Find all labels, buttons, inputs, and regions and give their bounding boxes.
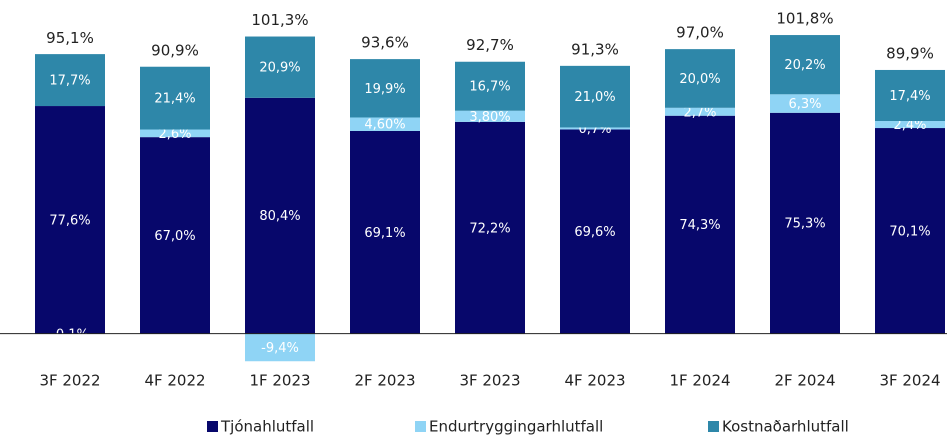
value-label: 20,9%: [259, 61, 300, 76]
total-label: 97,0%: [676, 24, 724, 42]
bar-segment: [245, 97, 315, 334]
x-tick-label: 3F 2022: [39, 372, 100, 390]
legend-label: Endurtryggingarhlutfall: [429, 418, 603, 435]
value-label: 72,2%: [469, 221, 510, 236]
bar-segment: [140, 129, 210, 138]
value-label: 77,6%: [49, 213, 90, 228]
value-label: 17,4%: [889, 89, 930, 104]
legend-swatch: [415, 421, 426, 432]
value-label: 20,2%: [784, 58, 825, 73]
value-label: 16,7%: [469, 80, 510, 95]
bar-segment: [245, 333, 315, 362]
bar-segment: [350, 59, 420, 118]
x-tick-label: 3F 2023: [459, 372, 520, 390]
value-label: 69,6%: [574, 225, 615, 240]
total-label: 89,9%: [886, 44, 934, 62]
total-label: 92,7%: [466, 36, 514, 54]
legend-label: Tjónahlutfall: [220, 418, 314, 435]
value-label: 3,80%: [469, 110, 510, 125]
x-tick-label: 2F 2023: [354, 372, 415, 390]
bar-segment: [875, 69, 945, 121]
value-label: 2,6%: [158, 127, 191, 142]
bar-segment: [560, 127, 630, 130]
total-label: 95,1%: [46, 29, 94, 47]
legend-swatch: [207, 421, 218, 432]
value-label: 70,1%: [889, 224, 930, 239]
bar-segment: [665, 49, 735, 108]
bar-segment: [560, 129, 630, 334]
value-label: -9,4%: [261, 341, 299, 356]
bar-segment: [35, 106, 105, 334]
x-tick-label: 4F 2023: [564, 372, 625, 390]
x-tick-label: 1F 2024: [669, 372, 730, 390]
value-label: 74,3%: [679, 218, 720, 233]
total-label: 93,6%: [361, 34, 409, 52]
legend-label: Kostnaðarhlutfall: [722, 418, 849, 435]
value-label: 2,7%: [683, 105, 716, 120]
value-label: 21,0%: [574, 90, 615, 105]
bar-segment: [455, 61, 525, 111]
bar-segment: [665, 107, 735, 116]
value-label: 21,4%: [154, 92, 195, 107]
bar-segment: [140, 66, 210, 130]
total-label: 101,8%: [776, 10, 833, 28]
bar-segment: [770, 94, 840, 113]
value-label: 69,1%: [364, 226, 405, 241]
bar-segment: [560, 65, 630, 128]
bar-segment: [350, 117, 420, 131]
value-label: 19,9%: [364, 82, 405, 97]
bar-segment: [35, 54, 105, 107]
bar-segment: [350, 130, 420, 334]
bar-segment: [455, 121, 525, 334]
x-tick-label: 3F 2024: [879, 372, 940, 390]
value-label: 6,3%: [788, 97, 821, 112]
x-tick-label: 4F 2022: [144, 372, 205, 390]
value-label: 80,4%: [259, 209, 300, 224]
bar-segment: [875, 128, 945, 334]
bar-segment: [140, 137, 210, 334]
value-label: 67,0%: [154, 229, 195, 244]
x-tick-label: 2F 2024: [774, 372, 835, 390]
bar-segment: [455, 110, 525, 122]
bar-segment: [770, 35, 840, 95]
value-label: -0,1%: [51, 327, 89, 342]
value-label: 17,7%: [49, 74, 90, 89]
value-label: 75,3%: [784, 217, 825, 232]
legend-swatch: [708, 421, 719, 432]
total-label: 90,9%: [151, 42, 199, 60]
bar-segment: [875, 121, 945, 129]
value-label: 4,60%: [364, 118, 405, 133]
bar-segment: [665, 115, 735, 334]
bar-segment: [245, 36, 315, 98]
total-label: 101,3%: [251, 11, 308, 29]
x-tick-label: 1F 2023: [249, 372, 310, 390]
bar-segment: [770, 112, 840, 334]
total-label: 91,3%: [571, 40, 619, 58]
value-label: 20,0%: [679, 72, 720, 87]
value-label: 2,4%: [893, 118, 926, 133]
